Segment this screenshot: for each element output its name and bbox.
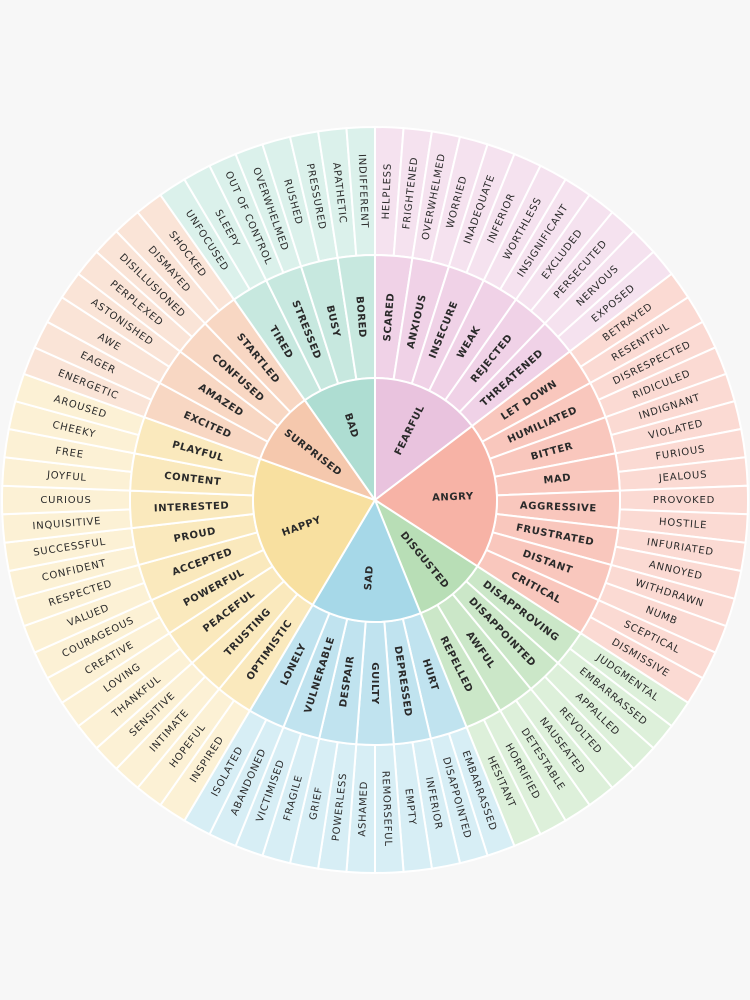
outer-label: HOSTILE [659, 517, 708, 532]
outer-label: EMPTY [402, 788, 417, 826]
middle-label: BORED [353, 296, 367, 339]
outer-label: ASHAMED [357, 781, 370, 837]
outer-label: INDIFFERENT [356, 154, 370, 229]
outer-label: FREE [55, 446, 85, 461]
outer-label: JEALOUS [658, 470, 708, 485]
outer-label: INQUISITIVE [32, 516, 102, 532]
middle-label: AGGRESSIVE [520, 501, 597, 515]
core-segment [372, 497, 479, 615]
core-segment [373, 424, 498, 568]
outer-label: CURIOUS [40, 495, 91, 506]
middle-label: GUILTY [369, 662, 380, 705]
middle-label: MAD [543, 472, 572, 486]
core-label: ANGRY [432, 491, 474, 504]
core-segment [374, 376, 474, 503]
outer-label: HELPLESS [381, 163, 394, 220]
outer-label: JOYFUL [46, 470, 88, 484]
core-segment [258, 398, 378, 503]
middle-label: INTERESTED [154, 501, 230, 515]
core-label: SAD [363, 565, 376, 591]
core-segment [252, 457, 377, 607]
outer-label: REMORSEFUL [379, 771, 393, 847]
core-segment [303, 376, 376, 504]
middle-label: SCARED [382, 292, 397, 341]
outer-label: PROVOKED [653, 495, 715, 506]
core-segment [311, 497, 422, 623]
